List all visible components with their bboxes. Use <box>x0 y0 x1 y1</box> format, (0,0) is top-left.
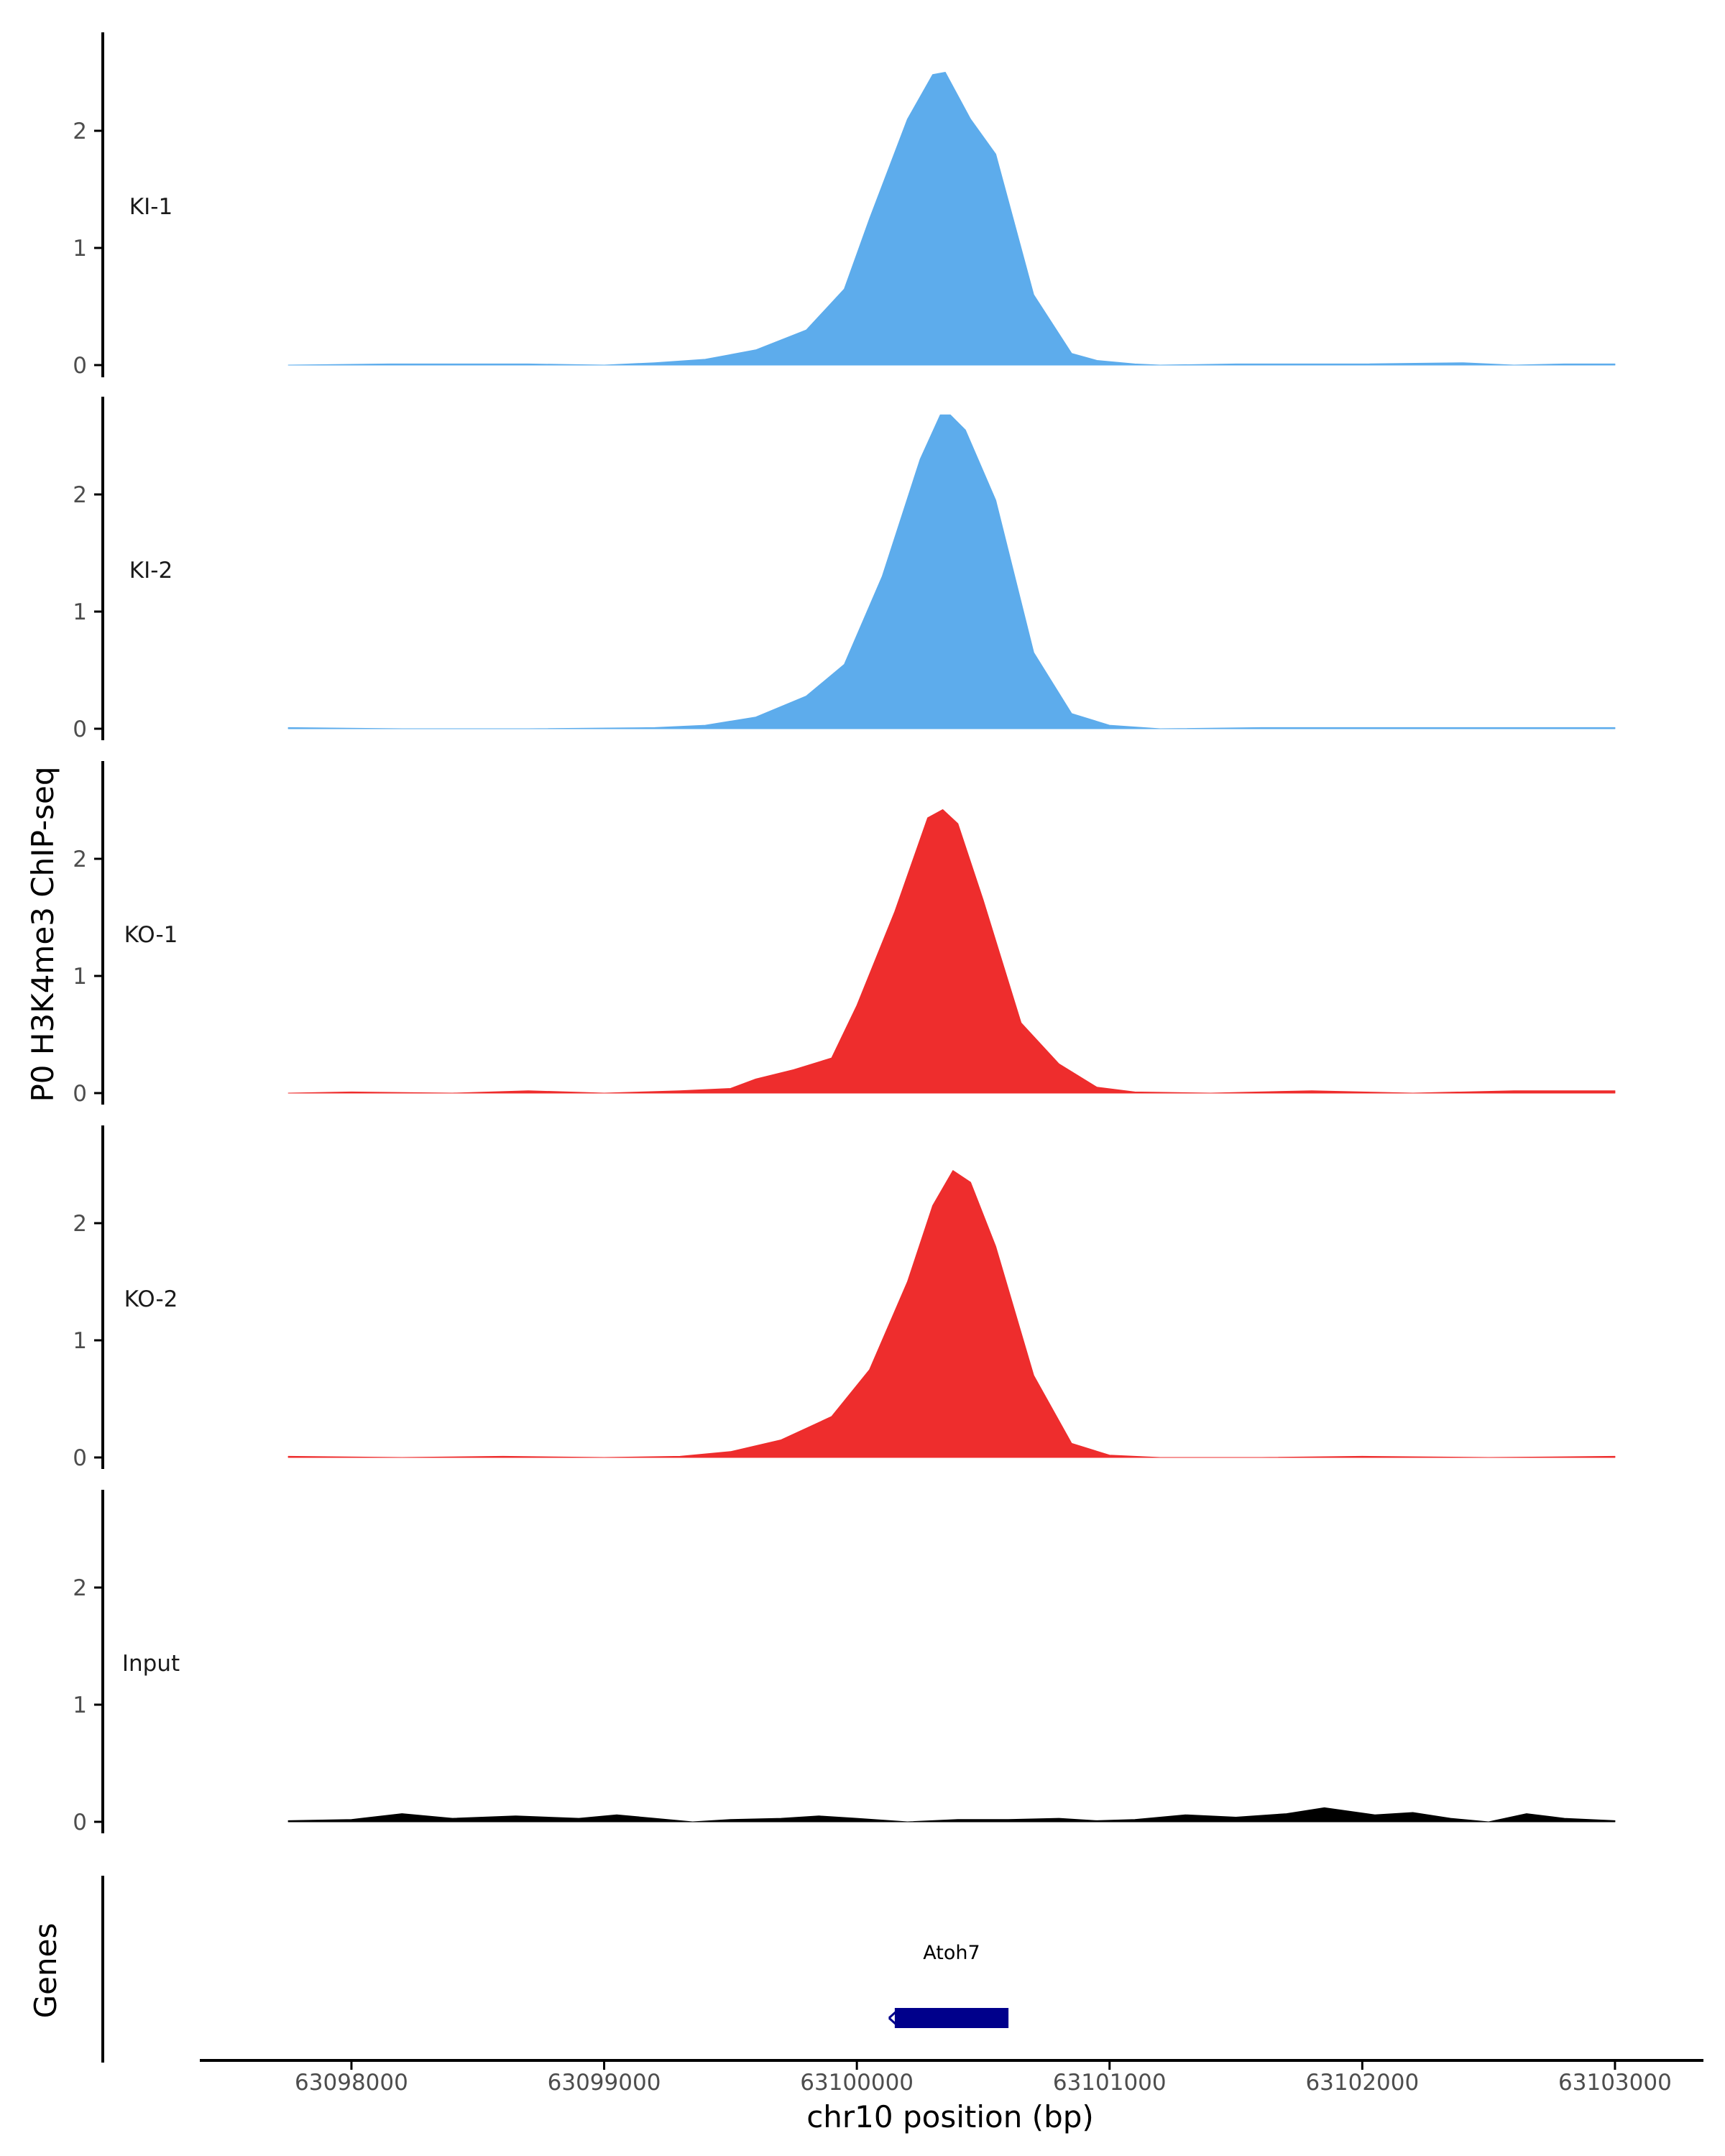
genes-axis-title: Genes <box>28 1923 63 2019</box>
signal-area-ki-2 <box>288 414 1616 729</box>
y-tick-label-input-2: 2 <box>73 1575 87 1601</box>
y-tick-label-ki-1-2: 2 <box>73 119 87 144</box>
gene-body-atoh7 <box>894 2008 1009 2028</box>
y-tick-label-ki-1-0: 0 <box>73 353 87 379</box>
gene-strand-arrow-atoh7 <box>888 2010 897 2026</box>
y-tick-label-input-0: 0 <box>73 1810 87 1835</box>
y-tick-label-input-1: 1 <box>73 1692 87 1718</box>
track-label-ki-2: KI-2 <box>129 558 172 584</box>
y-tick-label-ko-2-2: 2 <box>73 1211 87 1237</box>
x-tick-label-63100000: 63100000 <box>800 2070 914 2096</box>
track-label-ko-1: KO-1 <box>124 922 178 948</box>
y-tick-label-ko-1-0: 0 <box>73 1081 87 1107</box>
x-tick-label-63102000: 63102000 <box>1305 2070 1419 2096</box>
track-input: 0 1 2 Input <box>73 1490 1616 1835</box>
y-tick-label-ki-2-1: 1 <box>73 599 87 625</box>
track-label-ki-1: KI-1 <box>129 194 172 220</box>
gene-label-atoh7: Atoh7 <box>923 1942 980 1964</box>
y-tick-label-ko-1-2: 2 <box>73 847 87 872</box>
y-tick-label-ko-1-1: 1 <box>73 964 87 990</box>
x-axis: 63098000 63099000 63100000 63101000 63102000… <box>200 2059 1703 2096</box>
track-ko-2: 0 1 2 KO-2 <box>73 1125 1616 1471</box>
track-ki-1: 0 1 2 KI-1 <box>73 32 1616 379</box>
y-tick-label-ko-2-1: 1 <box>73 1328 87 1354</box>
y-tick-label-ki-1-1: 1 <box>73 236 87 262</box>
y-tick-label-ko-2-0: 0 <box>73 1445 87 1471</box>
x-tick-label-63099000: 63099000 <box>548 2070 661 2096</box>
genes-panel: Genes Atoh7 <box>28 1876 1009 2063</box>
y-axis-title: P0 H3K4me3 ChIP-seq <box>25 766 60 1102</box>
x-tick-label-63101000: 63101000 <box>1053 2070 1167 2096</box>
x-tick-label-63098000: 63098000 <box>295 2070 408 2096</box>
track-label-input: Input <box>122 1651 180 1677</box>
signal-area-ko-1 <box>288 809 1616 1094</box>
signal-area-ki-1 <box>288 72 1616 366</box>
signal-tracks: 0 1 2 KI-1 0 1 2 KI-2 0 1 2 KO-1 0 1 2 KO-2 0 1 2 Input <box>73 32 1616 1835</box>
signal-area-ko-2 <box>288 1170 1616 1458</box>
y-tick-label-ki-2-0: 0 <box>73 717 87 742</box>
x-tick-label-63103000: 63103000 <box>1558 2070 1672 2096</box>
y-tick-label-ki-2-2: 2 <box>73 482 87 508</box>
signal-area-input <box>288 1807 1616 1823</box>
x-axis-title: chr10 position (bp) <box>806 2099 1094 2134</box>
track-ki-2: 0 1 2 KI-2 <box>73 397 1616 742</box>
track-label-ko-2: KO-2 <box>124 1286 178 1312</box>
track-ko-1: 0 1 2 KO-1 <box>73 761 1616 1107</box>
